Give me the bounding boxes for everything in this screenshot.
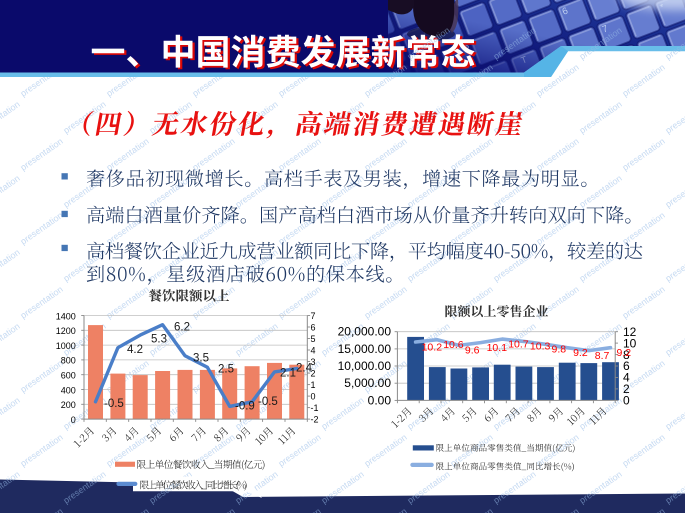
svg-text:0: 0: [71, 415, 76, 425]
svg-text:6.2: 6.2: [174, 322, 190, 334]
svg-text:2: 2: [623, 382, 630, 396]
svg-text:5,000.00: 5,000.00: [344, 376, 391, 390]
svg-text:0.00: 0.00: [368, 393, 392, 407]
svg-text:600: 600: [61, 371, 76, 381]
svg-text:-1: -1: [311, 403, 319, 413]
svg-text:10,000.00: 10,000.00: [338, 359, 392, 373]
svg-text:9.2: 9.2: [573, 347, 588, 359]
svg-text:3: 3: [311, 357, 316, 367]
svg-text:10: 10: [623, 336, 637, 350]
svg-text:-2: -2: [311, 415, 319, 425]
svg-text:6: 6: [311, 323, 316, 333]
svg-text:8: 8: [623, 348, 630, 362]
svg-text:200: 200: [61, 400, 76, 410]
svg-text:-0.5: -0.5: [258, 396, 278, 408]
svg-text:800: 800: [61, 356, 76, 366]
svg-text:-0.5: -0.5: [104, 398, 124, 410]
svg-text:5: 5: [311, 334, 316, 344]
svg-text:-0.9: -0.9: [235, 401, 255, 413]
svg-text:12: 12: [623, 325, 637, 339]
svg-text:0: 0: [311, 392, 316, 402]
svg-text:10.2: 10.2: [422, 341, 443, 353]
svg-text:2: 2: [311, 369, 316, 379]
svg-text:10.7: 10.7: [508, 338, 529, 350]
svg-text:1: 1: [311, 380, 316, 390]
svg-text:9.8: 9.8: [552, 344, 567, 356]
svg-text:7: 7: [311, 311, 316, 321]
svg-text:10.6: 10.6: [443, 339, 464, 351]
svg-text:10.3: 10.3: [530, 341, 551, 353]
svg-text:4: 4: [623, 371, 630, 385]
svg-text:1000: 1000: [56, 341, 76, 351]
svg-text:9.6: 9.6: [465, 345, 480, 357]
svg-text:2.5: 2.5: [218, 364, 234, 376]
svg-text:4: 4: [311, 346, 316, 356]
svg-text:20,000.00: 20,000.00: [338, 325, 392, 339]
svg-text:10.1: 10.1: [487, 342, 508, 354]
svg-text:4.2: 4.2: [127, 344, 143, 356]
svg-text:15,000.00: 15,000.00: [338, 342, 392, 356]
svg-text:1200: 1200: [56, 326, 76, 336]
svg-text:0: 0: [623, 394, 630, 408]
svg-text:400: 400: [61, 385, 76, 395]
svg-text:1400: 1400: [56, 311, 76, 321]
svg-text:2.1: 2.1: [280, 368, 296, 380]
svg-text:8.7: 8.7: [595, 350, 610, 362]
svg-text:5.3: 5.3: [151, 334, 167, 346]
svg-text:9.2: 9.2: [617, 347, 632, 359]
svg-text:2.4: 2.4: [296, 363, 313, 375]
svg-text:6: 6: [623, 359, 630, 373]
svg-text:3.5: 3.5: [193, 353, 209, 365]
